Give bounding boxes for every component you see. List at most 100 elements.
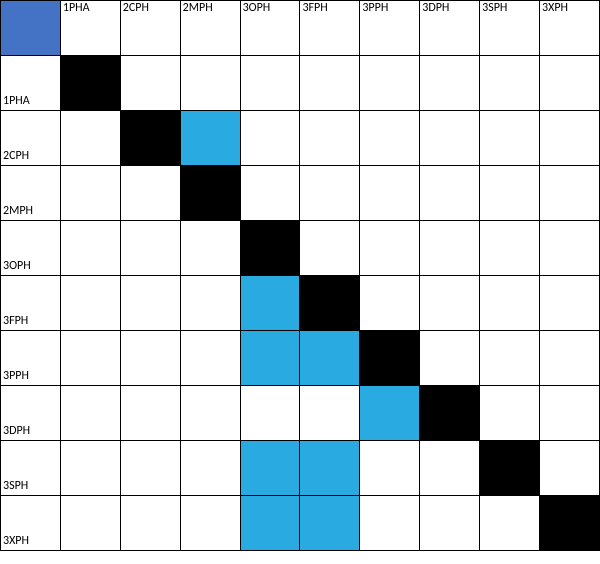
matrix-cell xyxy=(360,276,420,331)
matrix-cell xyxy=(240,221,300,276)
matrix-cell xyxy=(420,386,480,441)
matrix-cell xyxy=(480,221,540,276)
matrix-row: 2MPH xyxy=(1,166,600,221)
col-label: 1PHA xyxy=(60,1,120,56)
matrix-cell xyxy=(480,276,540,331)
matrix-row: 1PHA xyxy=(1,56,600,111)
matrix-cell xyxy=(60,441,120,496)
matrix-cell xyxy=(360,496,420,551)
matrix-cell xyxy=(360,441,420,496)
matrix-cell xyxy=(240,276,300,331)
matrix-cell xyxy=(240,111,300,166)
matrix-cell xyxy=(360,386,420,441)
col-label: 3XPH xyxy=(540,1,600,56)
matrix-cell xyxy=(180,221,240,276)
matrix-cell xyxy=(120,111,180,166)
matrix-cell xyxy=(180,56,240,111)
matrix-cell xyxy=(60,331,120,386)
matrix-cell xyxy=(240,386,300,441)
matrix-cell xyxy=(300,166,360,221)
matrix-cell xyxy=(480,56,540,111)
matrix-cell xyxy=(420,496,480,551)
matrix-cell xyxy=(540,221,600,276)
col-label: 3OPH xyxy=(240,1,300,56)
matrix-cell xyxy=(60,496,120,551)
matrix-cell xyxy=(540,166,600,221)
matrix-cell xyxy=(360,111,420,166)
matrix-cell xyxy=(240,166,300,221)
row-label: 3DPH xyxy=(1,386,61,441)
matrix-row: 3PPH xyxy=(1,331,600,386)
row-label: 2CPH xyxy=(1,111,61,166)
matrix-cell xyxy=(300,276,360,331)
matrix-row: 3DPH xyxy=(1,386,600,441)
matrix-cell xyxy=(540,441,600,496)
matrix-cell xyxy=(540,276,600,331)
matrix-cell xyxy=(300,331,360,386)
matrix-cell xyxy=(300,386,360,441)
matrix-row: 3OPH xyxy=(1,221,600,276)
matrix-cell xyxy=(180,496,240,551)
matrix-cell xyxy=(120,221,180,276)
matrix-cell xyxy=(60,111,120,166)
matrix-cell xyxy=(420,56,480,111)
matrix-cell xyxy=(180,276,240,331)
matrix-cell xyxy=(300,111,360,166)
row-label: 3PPH xyxy=(1,331,61,386)
col-label: 2CPH xyxy=(120,1,180,56)
matrix-cell xyxy=(360,221,420,276)
matrix-cell xyxy=(420,166,480,221)
matrix-cell xyxy=(480,386,540,441)
row-label: 2MPH xyxy=(1,166,61,221)
matrix-row: 3SPH xyxy=(1,441,600,496)
matrix-cell xyxy=(420,111,480,166)
col-label: 3PPH xyxy=(360,1,420,56)
matrix-cell xyxy=(120,441,180,496)
row-label: 3XPH xyxy=(1,496,61,551)
matrix-header-row: 1PHA 2CPH 2MPH 3OPH 3FPH 3PPH 3DPH 3SPH … xyxy=(1,1,600,56)
matrix-cell xyxy=(60,276,120,331)
matrix-cell xyxy=(480,496,540,551)
matrix-row: 3XPH xyxy=(1,496,600,551)
matrix-cell xyxy=(60,56,120,111)
matrix-cell xyxy=(300,496,360,551)
matrix-cell xyxy=(420,441,480,496)
matrix-cell xyxy=(300,441,360,496)
correlation-matrix: 1PHA 2CPH 2MPH 3OPH 3FPH 3PPH 3DPH 3SPH … xyxy=(0,0,600,551)
matrix-cell xyxy=(240,331,300,386)
matrix-cell xyxy=(60,166,120,221)
matrix-cell xyxy=(180,386,240,441)
col-label: 3SPH xyxy=(480,1,540,56)
matrix-cell xyxy=(240,496,300,551)
matrix-cell xyxy=(120,331,180,386)
matrix-cell xyxy=(480,166,540,221)
matrix-cell xyxy=(180,441,240,496)
matrix-cell xyxy=(300,221,360,276)
matrix-cell xyxy=(540,331,600,386)
matrix-cell xyxy=(540,496,600,551)
matrix-cell xyxy=(120,386,180,441)
matrix-corner xyxy=(1,1,61,56)
matrix-row: 2CPH xyxy=(1,111,600,166)
matrix-cell xyxy=(300,56,360,111)
col-label: 3DPH xyxy=(420,1,480,56)
row-label: 3FPH xyxy=(1,276,61,331)
col-label: 3FPH xyxy=(300,1,360,56)
matrix-cell xyxy=(540,56,600,111)
matrix-cell xyxy=(120,166,180,221)
matrix-cell xyxy=(420,331,480,386)
matrix-cell xyxy=(540,386,600,441)
matrix-cell xyxy=(180,166,240,221)
matrix-cell xyxy=(360,56,420,111)
matrix-cell xyxy=(180,111,240,166)
row-label: 3SPH xyxy=(1,441,61,496)
matrix-row: 3FPH xyxy=(1,276,600,331)
matrix-cell xyxy=(120,276,180,331)
matrix-cell xyxy=(420,276,480,331)
matrix-cell xyxy=(240,441,300,496)
matrix-cell xyxy=(540,111,600,166)
matrix-cell xyxy=(60,221,120,276)
matrix-cell xyxy=(420,221,480,276)
matrix-cell xyxy=(360,166,420,221)
matrix-cell xyxy=(180,331,240,386)
